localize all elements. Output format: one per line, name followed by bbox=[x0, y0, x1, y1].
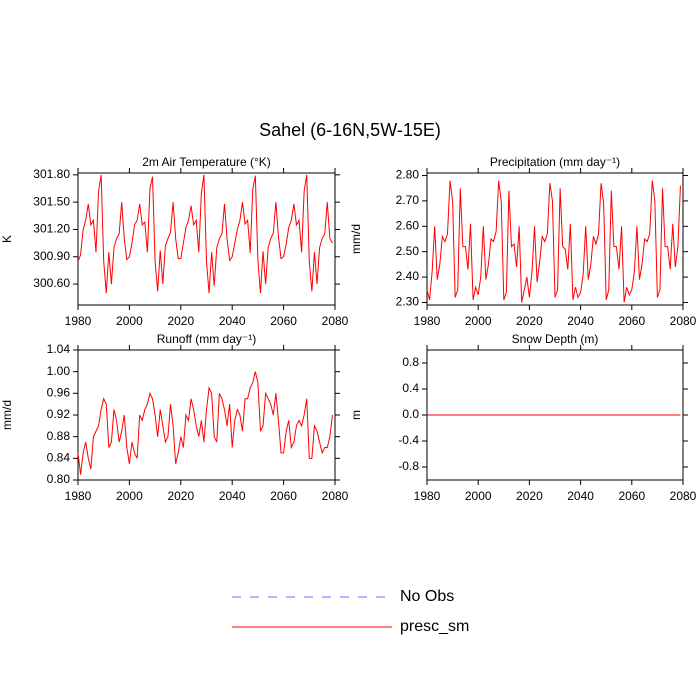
y-tick-label: 2.80 bbox=[396, 168, 420, 182]
y-axis-label: mm/d bbox=[0, 400, 14, 430]
x-tick-label: 2080 bbox=[322, 314, 349, 328]
x-tick-label: 2080 bbox=[322, 489, 349, 503]
y-tick-label: 301.80 bbox=[33, 167, 70, 181]
y-tick-label: 2.40 bbox=[396, 269, 420, 283]
y-tick-label: 0.80 bbox=[47, 472, 71, 486]
panel-title: Runoff (mm day⁻¹) bbox=[157, 332, 256, 346]
y-tick-label: -0.4 bbox=[398, 433, 419, 447]
panel-title: Snow Depth (m) bbox=[512, 332, 599, 346]
x-tick-label: 2000 bbox=[116, 489, 143, 503]
x-tick-label: 2040 bbox=[219, 489, 246, 503]
legend-label: No Obs bbox=[400, 588, 454, 605]
x-tick-label: 1980 bbox=[414, 489, 441, 503]
x-tick-label: 2080 bbox=[670, 489, 697, 503]
data-line bbox=[426, 180, 681, 303]
x-tick-label: 2000 bbox=[465, 314, 492, 328]
y-tick-label: 300.60 bbox=[33, 276, 70, 290]
x-tick-label: 1980 bbox=[65, 489, 92, 503]
y-tick-label: 0.96 bbox=[47, 386, 71, 400]
y-tick-label: 0.4 bbox=[402, 381, 419, 395]
x-tick-label: 2040 bbox=[567, 489, 594, 503]
y-tick-label: 301.20 bbox=[33, 222, 70, 236]
x-tick-label: 2040 bbox=[567, 314, 594, 328]
x-tick-label: 2020 bbox=[167, 489, 194, 503]
y-tick-label: 1.00 bbox=[47, 364, 71, 378]
y-tick-label: 0.0 bbox=[402, 407, 419, 421]
y-tick-label: 0.88 bbox=[47, 429, 71, 443]
y-axis-label: mm/d bbox=[349, 224, 363, 254]
data-line bbox=[77, 174, 333, 294]
x-tick-label: 2020 bbox=[516, 489, 543, 503]
x-tick-label: 2040 bbox=[219, 314, 246, 328]
data-line bbox=[77, 371, 333, 475]
x-tick-label: 2080 bbox=[670, 314, 697, 328]
y-tick-label: 0.8 bbox=[402, 355, 419, 369]
x-tick-label: 2020 bbox=[167, 314, 194, 328]
legend-label: presc_sm bbox=[400, 618, 469, 635]
figure-title: Sahel (6-16N,5W-15E) bbox=[259, 120, 441, 140]
x-tick-label: 2000 bbox=[116, 314, 143, 328]
y-tick-label: 2.50 bbox=[396, 244, 420, 258]
x-tick-label: 2060 bbox=[270, 489, 297, 503]
y-tick-label: 2.70 bbox=[396, 193, 420, 207]
y-tick-label: 2.60 bbox=[396, 218, 420, 232]
y-tick-label: 2.30 bbox=[396, 295, 420, 309]
y-tick-label: 1.04 bbox=[47, 342, 71, 356]
panel-title: 2m Air Temperature (°K) bbox=[142, 155, 271, 169]
x-tick-label: 2060 bbox=[618, 489, 645, 503]
x-tick-label: 2060 bbox=[618, 314, 645, 328]
x-tick-label: 2000 bbox=[465, 489, 492, 503]
panel-title: Precipitation (mm day⁻¹) bbox=[490, 155, 620, 169]
plot-frame bbox=[426, 172, 684, 306]
y-axis-label: m bbox=[349, 410, 363, 420]
x-tick-label: 2020 bbox=[516, 314, 543, 328]
x-tick-label: 2060 bbox=[270, 314, 297, 328]
y-axis-label: K bbox=[0, 235, 14, 243]
y-tick-label: 301.50 bbox=[33, 194, 70, 208]
x-tick-label: 1980 bbox=[414, 314, 441, 328]
x-tick-label: 1980 bbox=[65, 314, 92, 328]
plot-frame bbox=[77, 172, 336, 306]
y-tick-label: 300.90 bbox=[33, 249, 70, 263]
y-tick-label: -0.8 bbox=[398, 459, 419, 473]
y-tick-label: 0.92 bbox=[47, 407, 71, 421]
y-tick-label: 0.84 bbox=[47, 451, 71, 465]
